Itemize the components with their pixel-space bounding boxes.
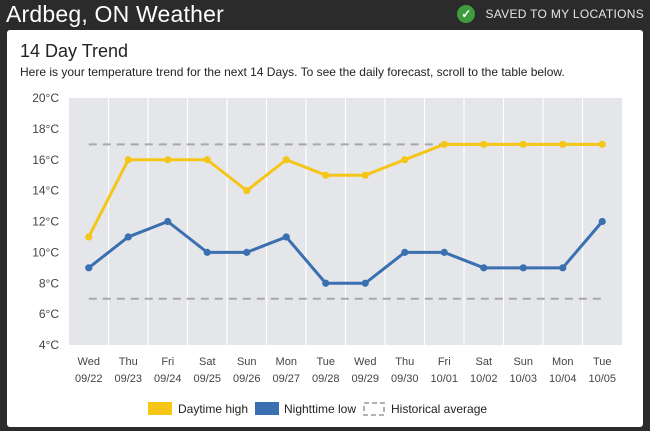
- x-tick-date: 09/23: [114, 373, 142, 385]
- y-tick-label: 10°C: [32, 245, 59, 259]
- x-tick-day: Fri: [438, 356, 451, 368]
- saved-label: SAVED TO MY LOCATIONS: [485, 7, 644, 21]
- x-tick-date: 10/01: [430, 373, 458, 385]
- x-tick-day: Mon: [552, 356, 573, 368]
- nighttime-low-point: [203, 248, 211, 256]
- daytime-high-point: [598, 140, 606, 148]
- y-tick-label: 14°C: [32, 184, 59, 198]
- daytime-high-point: [480, 140, 488, 148]
- page-title: Ardbeg, ON Weather: [6, 0, 224, 27]
- daytime-high-point: [519, 140, 527, 148]
- daytime-high-point: [124, 156, 132, 164]
- daytime-high-point: [440, 140, 448, 148]
- x-tick-day: Sat: [199, 356, 216, 368]
- nighttime-low-point: [519, 264, 527, 272]
- nighttime-low-point: [85, 264, 93, 272]
- y-tick-label: 4°C: [39, 338, 59, 352]
- y-tick-label: 18°C: [32, 122, 59, 136]
- daytime-high-point: [85, 233, 93, 241]
- x-tick-date: 09/28: [312, 373, 340, 385]
- saved-to-locations-button[interactable]: ✓ SAVED TO MY LOCATIONS: [457, 5, 644, 23]
- x-tick-day: Thu: [395, 356, 414, 368]
- x-tick-day: Wed: [78, 356, 100, 368]
- nighttime-low-point: [480, 264, 488, 272]
- x-tick-date: 10/02: [470, 373, 498, 385]
- y-tick-label: 8°C: [39, 276, 59, 290]
- trend-card: 14 Day Trend Here is your temperature tr…: [7, 30, 643, 427]
- daytime-high-point: [282, 156, 290, 164]
- nighttime-low-point: [282, 233, 290, 241]
- y-tick-label: 12°C: [32, 215, 59, 229]
- nighttime-low-point: [243, 248, 251, 256]
- y-tick-label: 16°C: [32, 153, 59, 167]
- legend-label-daytime-high: Daytime high: [178, 402, 248, 416]
- legend-swatch-nighttime-low: [255, 402, 279, 415]
- x-tick-date: 09/30: [391, 373, 419, 385]
- legend-swatch-historical-average: [363, 402, 385, 416]
- x-tick-date: 10/05: [588, 373, 616, 385]
- nighttime-low-point: [598, 217, 606, 226]
- nighttime-low-point: [440, 248, 448, 256]
- legend-label-historical-average: Historical average: [391, 402, 487, 416]
- y-tick-label: 20°C: [32, 91, 59, 105]
- legend-label-nighttime-low: Nighttime low: [284, 402, 356, 416]
- x-tick-date: 10/04: [549, 373, 577, 385]
- x-tick-day: Thu: [119, 356, 138, 368]
- nighttime-low-point: [164, 217, 172, 226]
- x-tick-day: Sun: [237, 356, 257, 368]
- x-tick-day: Wed: [354, 356, 376, 368]
- x-tick-day: Tue: [593, 356, 612, 368]
- y-tick-label: 6°C: [39, 307, 59, 321]
- card-subtitle: Here is your temperature trend for the n…: [20, 65, 565, 79]
- legend-swatch-daytime-high: [148, 402, 172, 415]
- x-tick-day: Mon: [276, 356, 297, 368]
- daytime-high-point: [361, 171, 369, 179]
- x-tick-day: Fri: [161, 356, 174, 368]
- daytime-high-point: [322, 171, 330, 179]
- daytime-high-point: [401, 156, 409, 164]
- x-tick-date: 10/03: [509, 373, 537, 385]
- x-tick-day: Tue: [316, 356, 335, 368]
- header-bar: Ardbeg, ON Weather ✓ SAVED TO MY LOCATIO…: [0, 0, 650, 28]
- daytime-high-point: [559, 140, 567, 148]
- x-tick-day: Sun: [513, 356, 533, 368]
- checkmark-icon: ✓: [457, 5, 476, 23]
- x-tick-day: Sat: [475, 356, 492, 368]
- nighttime-low-point: [322, 279, 330, 287]
- x-tick-date: 09/26: [233, 373, 261, 385]
- x-tick-date: 09/25: [193, 373, 221, 385]
- x-tick-date: 09/29: [351, 373, 379, 385]
- nighttime-low-point: [124, 233, 132, 241]
- daytime-high-point: [203, 156, 211, 164]
- card-title: 14 Day Trend: [20, 41, 129, 61]
- nighttime-low-point: [361, 279, 369, 287]
- daytime-high-point: [164, 156, 172, 164]
- x-tick-date: 09/24: [154, 373, 182, 385]
- x-tick-date: 09/27: [272, 373, 300, 385]
- daytime-high-point: [243, 187, 251, 195]
- nighttime-low-line: [87, 220, 604, 285]
- daytime-high-line: [87, 142, 603, 238]
- x-tick-date: 09/22: [75, 373, 103, 385]
- nighttime-low-point: [401, 248, 409, 256]
- temperature-chart: 20°C 18°C 16°C 14°C 12°C 10°C 8°C 6°C 4°C Wed 09/2…: [32, 91, 622, 416]
- nighttime-low-point: [559, 264, 567, 272]
